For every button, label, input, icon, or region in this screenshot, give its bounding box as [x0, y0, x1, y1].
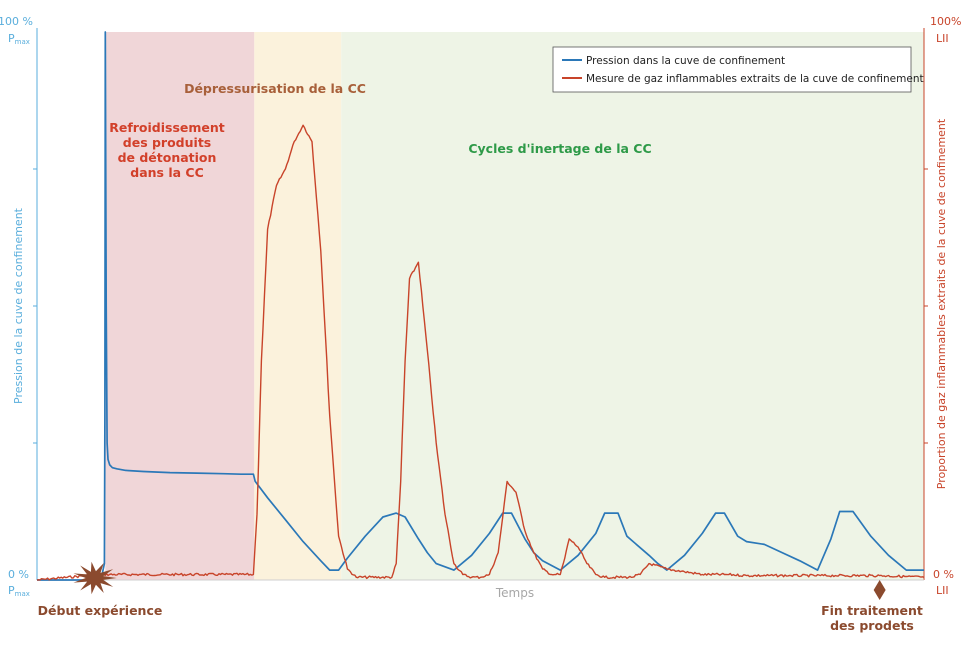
- legend-box: [552, 46, 912, 93]
- left-axis-title: Pression de la cuve de confinement: [12, 207, 25, 404]
- event-label-end-line-0: Fin traitement: [821, 603, 923, 618]
- left-axis-ticks: [33, 168, 37, 444]
- right-axis-bottom-label: 0 %: [933, 568, 954, 581]
- left-axis-bottom-label: 0 %: [8, 568, 29, 581]
- diamond-icon: [873, 580, 886, 600]
- left-axis-bottom-sublabel: Pmax: [8, 584, 30, 598]
- phase-label-1-line-0: Dépressurisation de la CC: [184, 81, 366, 96]
- legend-entry-gas: Mesure de gaz inflammables extraits de l…: [586, 73, 924, 85]
- explosion-burst-icon: [73, 561, 117, 595]
- event-label-start: Début expérience: [38, 603, 163, 618]
- left-axis-top-label: 100 %: [0, 15, 33, 28]
- series: [36, 31, 925, 581]
- right-axis-top-sublabel: LII: [936, 32, 949, 45]
- phase-label-0-line-0: Refroidissement: [109, 120, 225, 135]
- phase-label-0-line-3: dans la CC: [130, 165, 204, 180]
- phase-backgrounds: [105, 32, 925, 580]
- phase-label-0-line-1: des produits: [123, 135, 211, 150]
- phase-label-2-line-0: Cycles d'inertage de la CC: [468, 141, 651, 156]
- phase-background-0: [105, 32, 255, 580]
- right-axis-ticks: [924, 168, 928, 444]
- legend: Pression dans la cuve de confinement Mes…: [552, 46, 924, 93]
- series-line-gas: [36, 124, 925, 581]
- phase-label-0-line-2: de détonation: [118, 150, 217, 165]
- series-line-pressure: [37, 31, 924, 581]
- legend-entry-pressure: Pression dans la cuve de confinement: [586, 55, 785, 67]
- x-axis-title: Temps: [495, 586, 534, 600]
- phase-background-1: [254, 32, 342, 580]
- left-axis-top-sublabel: Pmax: [8, 32, 30, 46]
- phase-background-2: [341, 32, 925, 580]
- right-axis-title: Proportion de gaz inflammables extraits …: [935, 118, 948, 489]
- right-axis-top-label: 100%: [930, 15, 961, 28]
- event-label-end-line-1: des prodets: [830, 618, 914, 633]
- axes: 100 % Pmax 0 % Pmax 100% LII 0 % LII Pre…: [0, 15, 961, 600]
- right-axis-bottom-sublabel: LII: [936, 584, 949, 597]
